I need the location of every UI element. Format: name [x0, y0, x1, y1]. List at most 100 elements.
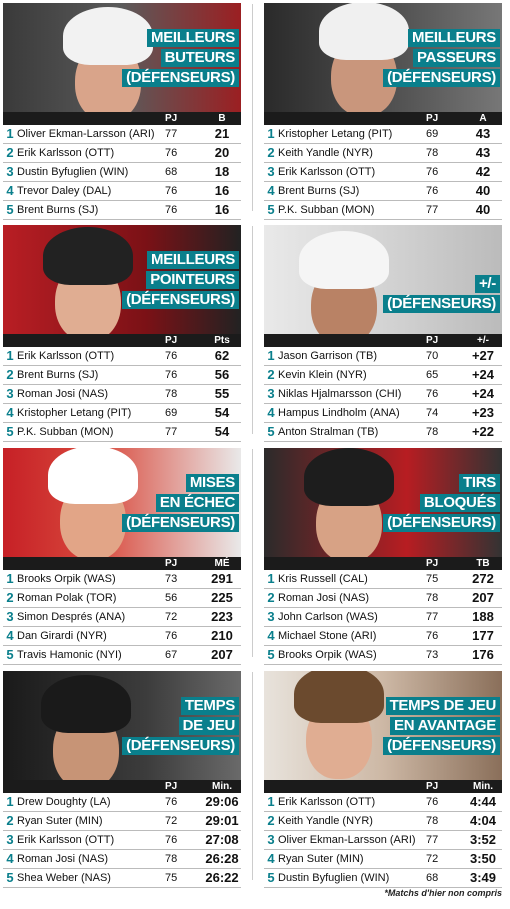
table-row: 5 Anton Stralman (TB) 78 +22	[264, 423, 502, 442]
table-row: 3 Dustin Byfuglien (WIN) 68 18	[3, 163, 241, 182]
header-games-played: PJ	[165, 113, 178, 124]
leaderboard-panel: Mises en échec (défenseurs) PJ MÉ 1 Brooks Orp…	[3, 448, 241, 665]
stat-value: 20	[214, 145, 230, 160]
table-row: 2 Keith Yandle (NYR) 78 4:04	[264, 812, 502, 831]
stat-value: 29:01	[205, 813, 239, 828]
category-title-line: (défenseurs)	[122, 291, 239, 309]
games-played: 76	[165, 369, 178, 381]
stat-value: 54	[214, 424, 230, 439]
player-photo: Tirs bloqués (défenseurs)	[264, 448, 502, 557]
stat-value: 16	[214, 183, 230, 198]
category-title-line: (défenseurs)	[122, 69, 239, 87]
table-row: 3 Niklas Hjalmarsson (CHI) 76 +24	[264, 385, 502, 404]
rank-number: 1	[267, 348, 275, 363]
rank-number: 2	[267, 145, 275, 160]
player-name: Erik Karlsson (OTT)	[278, 796, 376, 808]
games-played: 76	[165, 796, 178, 808]
player-name: Kevin Klein (NYR)	[278, 369, 367, 381]
player-photo: Mises en échec (défenseurs)	[3, 448, 241, 557]
table-row: 3 Oliver Ekman-Larsson (ARI) 77 3:52	[264, 831, 502, 850]
games-played: 76	[165, 350, 178, 362]
rank-number: 2	[267, 590, 275, 605]
stat-value: 40	[475, 202, 491, 217]
category-title: Tirs bloqués (défenseurs)	[383, 474, 500, 534]
category-title-line: Meilleurs	[147, 29, 239, 47]
header-games-played: PJ	[165, 335, 178, 346]
stat-value: +27	[471, 348, 495, 363]
footnote: *Matchs d'hier non compris	[384, 888, 502, 898]
rank-number: 4	[267, 405, 275, 420]
header-stat: B	[218, 113, 226, 124]
table-row: 1 Kris Russell (CAL) 75 272	[264, 570, 502, 589]
category-title-line: Temps de jeu	[385, 697, 500, 715]
rank-number: 1	[6, 348, 14, 363]
games-played: 69	[426, 128, 439, 140]
games-played: 73	[165, 573, 178, 585]
rank-number: 2	[267, 367, 275, 382]
helmet-shape	[294, 671, 384, 723]
games-played: 70	[426, 350, 439, 362]
games-played: 68	[426, 872, 439, 884]
table-row: 3 Erik Karlsson (OTT) 76 27:08	[3, 831, 241, 850]
category-title: +/- (défenseurs)	[383, 275, 500, 315]
category-title: Mises en échec (défenseurs)	[122, 474, 239, 534]
rank-number: 1	[6, 571, 14, 586]
player-name: Hampus Lindholm (ANA)	[278, 407, 400, 419]
player-name: Brent Burns (SJ)	[17, 369, 99, 381]
stat-value: 291	[211, 571, 233, 586]
games-played: 76	[165, 185, 178, 197]
stat-value: 43	[475, 126, 491, 141]
games-played: 74	[426, 407, 439, 419]
stat-value: 4:44	[469, 794, 497, 809]
header-spacer	[264, 557, 426, 570]
stat-value: 26:22	[205, 870, 239, 885]
rank-number: 5	[6, 870, 14, 885]
player-photo: Meilleurs pointeurs (défenseurs)	[3, 225, 241, 334]
rank-number: 3	[267, 164, 275, 179]
header-games-played: PJ	[426, 335, 439, 346]
player-name: Roman Josi (NAS)	[278, 592, 370, 604]
table-row: 2 Kevin Klein (NYR) 65 +24	[264, 366, 502, 385]
helmet-shape	[48, 448, 138, 504]
player-name: John Carlson (WAS)	[278, 611, 378, 623]
category-title-line: bloqués	[419, 494, 500, 512]
stat-value: +24	[471, 367, 495, 382]
rank-number: 4	[267, 183, 275, 198]
stat-value: 225	[211, 590, 233, 605]
header-spacer	[264, 334, 426, 347]
games-played: 76	[165, 147, 178, 159]
rank-number: 3	[6, 609, 14, 624]
leaderboard-panel: Tirs bloqués (défenseurs) PJ TB 1 Kris Russell…	[264, 448, 502, 665]
player-name: Erik Karlsson (OTT)	[17, 834, 115, 846]
category-title: Meilleurs pointeurs (défenseurs)	[122, 251, 239, 311]
player-name: Keith Yandle (NYR)	[278, 147, 373, 159]
header-spacer	[3, 112, 165, 125]
stat-value: 54	[214, 405, 230, 420]
leaderboard-panel: Temps de jeu en avantage (défenseurs) PJ Min…	[264, 671, 502, 888]
category-title: Meilleurs buteurs (défenseurs)	[122, 29, 239, 89]
stat-value: 43	[475, 145, 491, 160]
category-title-line: (défenseurs)	[383, 295, 500, 313]
games-played: 76	[165, 834, 178, 846]
table-row: 4 Kristopher Letang (PIT) 69 54	[3, 404, 241, 423]
rank-number: 5	[267, 424, 275, 439]
helmet-shape	[41, 675, 131, 733]
category-title-line: Meilleurs	[147, 251, 239, 269]
table-row: 5 Brooks Orpik (WAS) 73 176	[264, 646, 502, 665]
rank-number: 4	[6, 628, 14, 643]
category-title-line: +/-	[474, 275, 500, 293]
player-name: Kristopher Letang (PIT)	[17, 407, 132, 419]
header-stat: MÉ	[214, 558, 230, 569]
category-title: Temps de jeu (défenseurs)	[122, 697, 239, 757]
leaderboard-panel: Temps de jeu (défenseurs) PJ Min. 1 Drew Dough…	[3, 671, 241, 888]
games-played: 65	[426, 369, 439, 381]
player-name: P.K. Subban (MON)	[278, 204, 375, 216]
helmet-shape	[304, 448, 394, 506]
table-header: PJ +/-	[264, 334, 502, 347]
column-divider	[252, 4, 253, 211]
player-name: Anton Stralman (TB)	[278, 426, 379, 438]
table-row: 1 Erik Karlsson (OTT) 76 4:44	[264, 793, 502, 812]
player-name: Drew Doughty (LA)	[17, 796, 111, 808]
table-row: 2 Ryan Suter (MIN) 72 29:01	[3, 812, 241, 831]
rank-number: 3	[267, 609, 275, 624]
